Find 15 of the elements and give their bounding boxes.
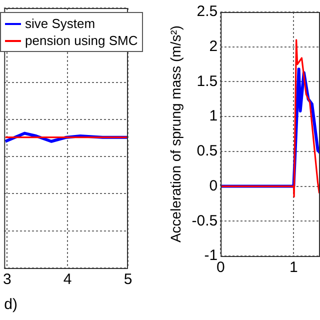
x-tick-label: 5 <box>124 271 132 288</box>
legend-label: sive System <box>25 15 96 32</box>
y-axis-title: Acceleration of sprung mass (m/s²) <box>167 25 184 243</box>
y-tick-label: 2.5 <box>196 3 218 20</box>
x-tick-label: 4 <box>63 271 72 288</box>
y-tick-label: 0.5 <box>196 142 218 160</box>
legend-label: pension using SMC <box>25 32 138 49</box>
x-tick-label: 3 <box>3 271 12 288</box>
y-tick-label: 1 <box>209 108 218 125</box>
y-tick-label: 2 <box>209 38 218 55</box>
y-tick-label: -1 <box>204 247 218 264</box>
y-tick-label: -0.5 <box>192 212 218 230</box>
x-axis-title: d) <box>4 296 18 314</box>
y-tick-label: 1.5 <box>196 72 218 90</box>
y-tick-label: 0 <box>209 177 218 194</box>
